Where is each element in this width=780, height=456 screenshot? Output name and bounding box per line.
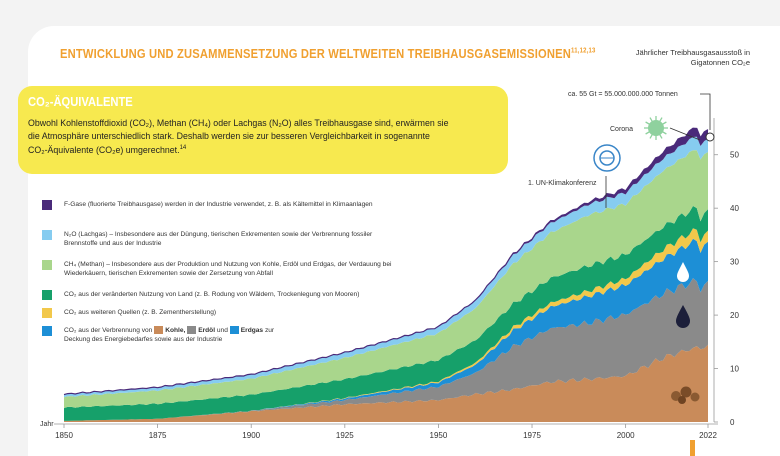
legend-text-fgas: F-Gase (fluorierte Treibhausgase) werden… [64,201,373,208]
legend-text-fossil: CO₂ aus der Verbrennung von Kohle, Erdöl… [64,326,275,343]
x-tick-label-1850: 1850 [55,431,73,440]
y-tick-label-50: 50 [730,151,739,160]
peak-annotation: ca. 55 Gt = 55.000.000.000 Tonnen [568,91,678,98]
oil-drop-icon [676,305,690,328]
infobox-ref: 14 [179,145,187,151]
x-tick-label-1950: 1950 [430,431,448,440]
legend-swatch-land [42,290,52,300]
legend-swatch-other [42,308,52,318]
coronavirus-icon [648,120,664,136]
corona-annotation: Corona [610,126,633,133]
page-title: ENTWICKLUNG UND ZUSAMMENSETZUNG DER WELT… [60,46,596,61]
y-tick-label-0: 0 [730,418,735,427]
legend-swatch-fgas [42,200,52,210]
y-tick-label-40: 40 [730,204,739,213]
series-area-co-aus-ver-nderter-landnutzung [64,206,708,421]
y-axis-unit-label: Jährlicher Treibhausgasausstoß in Gigato… [600,48,750,68]
x-tick-label-1975: 1975 [523,431,541,440]
unit-label-line-1: Jährlicher Treibhausgasausstoß in [635,48,750,57]
co2-equivalents-infobox: CO₂-ÄQUIVALENTE Obwohl Kohlenstoffdioxid… [18,86,508,174]
x-tick-label-1925: 1925 [336,431,354,440]
legend-text-land: CO₂ aus der veränderten Nutzung von Land… [64,291,360,298]
y-tick-label-30: 30 [730,258,739,267]
x-tick-label-2000: 2000 [617,431,635,440]
unit-label-line-2: Gigatonnen CO₂e [690,58,750,67]
mini-swatch-gas [229,326,239,335]
series-area-n-o-lachgas [64,136,708,398]
corona-leader-line [669,127,701,141]
infobox-text: Obwohl Kohlenstoffdioxid (CO₂), Methan (… [28,117,498,156]
legend-text-other: CO₂ aus weiteren Quellen (z. B. Zementhe… [64,309,217,316]
x-axis-label: Jahr [40,421,54,428]
series-area-erd-l [64,278,708,421]
series-area-kohle [64,344,708,422]
total-outline [63,127,709,396]
infobox-line-2: die Atmosphäre unterschiedlich stark. De… [28,130,430,141]
y-tick-label-20: 20 [730,311,739,320]
legend-text-ch4: CH₄ (Methan) – Insbesondere aus der Prod… [64,261,392,277]
coal-pile-icon-piece [680,386,692,398]
coal-pile-icon-piece [690,392,700,402]
peak-leader-line [700,93,711,130]
y-tick-label-10: 10 [730,365,739,374]
current-year-marker [690,440,695,456]
peak-marker [705,132,715,142]
legend-text-n2o: N₂O (Lachgas) – Insbesondere aus der Dün… [64,231,373,247]
legend-swatch-fossil [42,326,52,336]
x-tick-label-2022: 2022 [699,431,717,440]
series-area-ch-methan [64,150,708,409]
legend-swatch-n2o [42,230,52,240]
coal-pile-icon-piece [678,396,686,404]
x-tick-label-1900: 1900 [242,431,260,440]
x-tick-label-1875: 1875 [149,431,167,440]
mini-swatch-coal [154,326,164,335]
infobox-line-3: CO₂-Äquivalente (CO₂e) umgerechnet.14 [28,144,187,155]
mini-swatch-oil [187,326,197,335]
water-drop-icon [677,262,689,282]
infobox-title: CO₂-ÄQUIVALENTE [28,94,133,109]
legend-swatch-ch4 [42,260,52,270]
title-references: 11,12,13 [571,47,596,55]
un-conference-annotation: 1. UN-Klimakonferenz [528,180,597,187]
infobox-line-1: Obwohl Kohlenstoffdioxid (CO₂), Methan (… [28,118,449,128]
